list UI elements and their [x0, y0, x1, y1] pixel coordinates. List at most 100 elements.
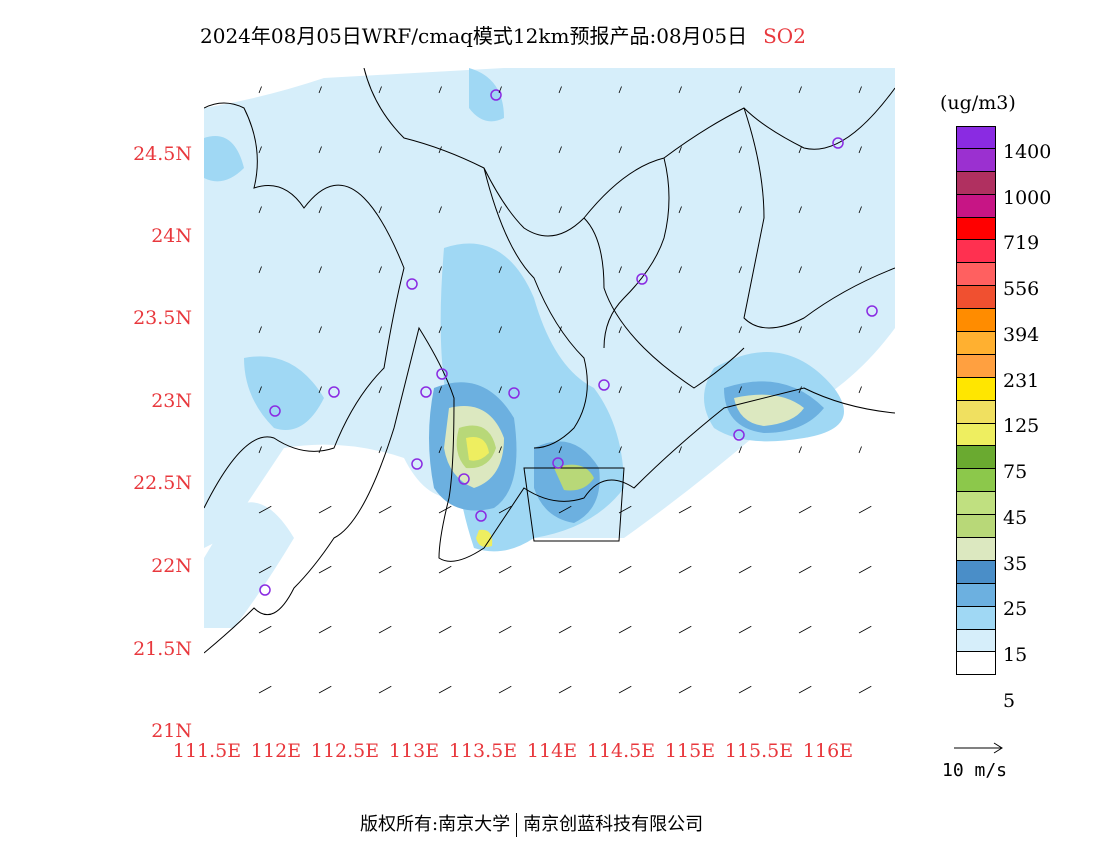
lon-label: 113E	[388, 740, 440, 762]
wind-vector	[498, 206, 502, 214]
wind-vector	[618, 505, 632, 514]
wind-vector	[378, 386, 382, 394]
legend-swatch	[956, 446, 996, 470]
wind-vector	[618, 625, 632, 634]
station-marker	[552, 457, 564, 469]
legend-swatch	[956, 332, 996, 355]
legend-swatch	[956, 583, 996, 607]
legend-swatch	[956, 629, 996, 653]
legend-level: 394	[1003, 324, 1040, 346]
wind-vector	[438, 386, 442, 394]
wind-vector	[618, 146, 622, 154]
legend-swatch	[956, 492, 996, 516]
legend-swatch	[956, 560, 996, 584]
lon-label: 115.5E	[724, 740, 794, 762]
legend-level: 15	[1003, 644, 1028, 666]
wind-vector	[558, 86, 562, 94]
legend-level: 231	[1003, 370, 1040, 392]
wind-vector	[678, 266, 682, 274]
legend-level: 35	[1003, 553, 1028, 575]
wind-vector	[798, 505, 812, 514]
wind-vector	[258, 86, 262, 94]
legend-swatch	[956, 469, 996, 493]
wind-vector	[318, 206, 322, 214]
wind-vector	[558, 146, 562, 154]
wind-vector	[318, 625, 332, 634]
copyright-left: 版权所有:南京大学	[360, 814, 511, 835]
legend-swatch	[956, 606, 996, 630]
wind-vector	[858, 86, 862, 94]
wind-vector	[558, 685, 572, 694]
wind-vector	[558, 266, 562, 274]
wind-vector	[738, 266, 742, 274]
wind-vector	[618, 446, 622, 454]
wind-vector	[498, 685, 512, 694]
wind-vector	[378, 86, 382, 94]
wind-vector	[618, 685, 632, 694]
wind-vector	[678, 685, 692, 694]
wind-vector	[498, 386, 502, 394]
wind-vector	[558, 386, 562, 394]
station-marker	[269, 405, 281, 417]
legend-swatch	[956, 354, 996, 378]
wind-vector	[858, 206, 862, 214]
station-marker	[636, 273, 648, 285]
wind-vector	[258, 505, 272, 514]
wind-vector	[618, 206, 622, 214]
lat-label: 24.5N	[133, 143, 192, 165]
legend-level: 5	[1003, 690, 1016, 712]
station-marker	[458, 473, 470, 485]
lon-label: 112E	[250, 740, 302, 762]
lon-label: 114.5E	[586, 740, 656, 762]
wind-vector	[618, 326, 622, 334]
lat-label: 23N	[151, 390, 192, 412]
wind-vector	[378, 146, 382, 154]
wind-vector	[618, 386, 622, 394]
wind-vector	[858, 326, 862, 334]
wind-vector	[798, 625, 812, 634]
legend-level: 25	[1003, 598, 1028, 620]
legend-swatch	[956, 148, 996, 172]
station-marker	[733, 429, 745, 441]
wind-vector	[378, 266, 382, 274]
lat-label: 24N	[151, 225, 192, 247]
wind-vector	[258, 146, 262, 154]
wind-vector	[678, 625, 692, 634]
wind-vector	[678, 206, 682, 214]
wind-vector	[678, 446, 682, 454]
wind-vector	[498, 266, 502, 274]
station-marker	[328, 386, 340, 398]
station-marker	[259, 584, 271, 596]
wind-vector	[498, 446, 502, 454]
legend-level: 719	[1003, 232, 1040, 254]
legend-swatch	[956, 126, 996, 149]
station-marker	[411, 458, 423, 470]
lat-label: 21.5N	[133, 638, 192, 660]
legend-level: 1000	[1003, 187, 1052, 209]
wind-vector	[738, 86, 742, 94]
wind-vector	[318, 386, 322, 394]
wind-vector	[858, 386, 862, 394]
wind-vector	[438, 206, 442, 214]
wind-vector	[318, 685, 332, 694]
legend-swatch	[956, 377, 996, 401]
copyright-footer: 版权所有:南京大学 南京创蓝科技有限公司	[360, 810, 703, 837]
station-marker	[598, 379, 610, 391]
lon-label: 114E	[526, 740, 578, 762]
wind-vector	[498, 86, 502, 94]
wind-vector	[318, 146, 322, 154]
wind-vector	[258, 565, 272, 574]
title-text: 2024年08月05日WRF/cmaq模式12km预报产品:08月05日	[200, 24, 748, 48]
legend-unit: (ug/m3)	[940, 92, 1016, 114]
legend-swatch	[956, 286, 996, 310]
wind-vector	[258, 625, 272, 634]
wind-vector	[438, 625, 452, 634]
wind-vector	[438, 326, 442, 334]
lat-label: 22N	[151, 555, 192, 577]
wind-reference-label: 10 m/s	[942, 760, 1008, 781]
wind-vector	[438, 505, 452, 514]
wind-vector	[618, 565, 632, 574]
pollutant-label: SO2	[763, 24, 806, 48]
wind-vector	[858, 505, 872, 514]
wind-vector	[438, 446, 442, 454]
